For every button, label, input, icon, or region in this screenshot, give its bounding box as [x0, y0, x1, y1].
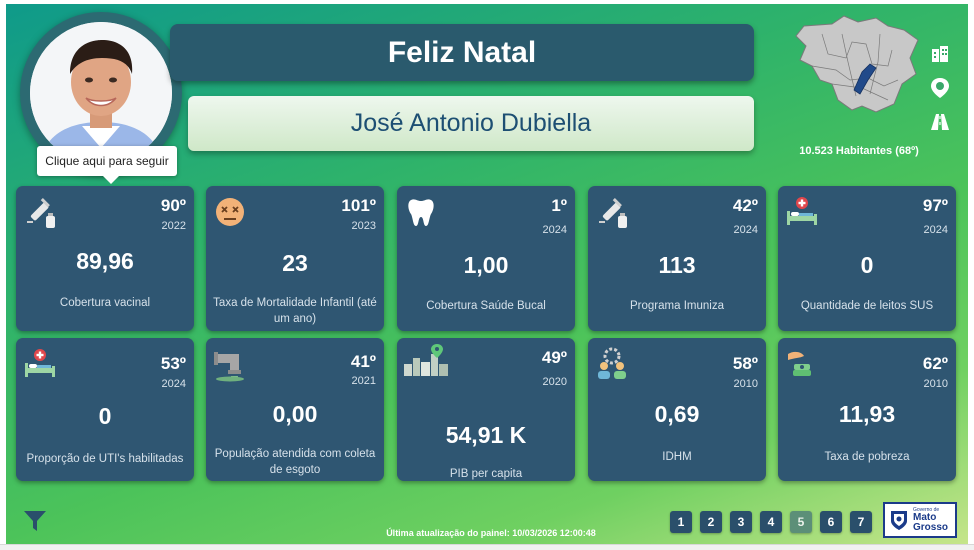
card-year: 2024 [923, 224, 948, 236]
card-cobertura-vacinal[interactable]: 90º 2022 89,96 Cobertura vacinal [16, 186, 194, 331]
card-year: 2022 [161, 220, 186, 232]
bottom-strip [0, 544, 974, 550]
card-programa-imuniza[interactable]: 42º 2024 113 Programa Imuniza [588, 186, 766, 331]
card-rank: 90º [160, 196, 186, 215]
card-label: IDHM [662, 451, 692, 463]
state-map[interactable] [792, 14, 922, 114]
population-text: 10.523 Habitantes (68º) [799, 145, 919, 157]
hospital-bed-icon [22, 346, 62, 382]
card-rank: 41º [350, 352, 376, 371]
vaccine-icon [594, 194, 634, 230]
card-value: 11,93 [838, 401, 896, 427]
government-logo[interactable]: Governo de Mato Grosso [883, 502, 957, 538]
card-value: 0,69 [654, 401, 700, 427]
card-year: 2010 [733, 378, 758, 390]
card-leitos-sus[interactable]: 97º 2024 0 Quantidade de leitos SUS [778, 186, 956, 331]
card-value: 23 [282, 250, 308, 276]
card-rank: 97º [922, 196, 948, 215]
card-label: População atendida com coleta de esgoto [214, 448, 376, 476]
map-side-icons [928, 42, 952, 144]
page-button-4[interactable]: 4 [760, 511, 782, 533]
card-label: Cobertura Saúde Bucal [426, 300, 546, 312]
government-logo-text: Governo de Mato Grosso [913, 506, 949, 533]
card-rank: 42º [732, 196, 758, 215]
card-uti-habilitadas[interactable]: 53º 2024 0 Proporção de UTI's habilitada… [16, 338, 194, 481]
hand-coin-icon [784, 346, 824, 382]
tooth-icon [403, 194, 443, 230]
mayor-name-banner: José Antonio Dubiella [188, 96, 754, 151]
card-label: Proporção de UTI's habilitadas [26, 453, 184, 465]
follow-tooltip[interactable]: Clique aqui para seguir [37, 146, 177, 184]
card-value: 0,00 [272, 401, 318, 427]
page-button-1[interactable]: 1 [670, 511, 692, 533]
logo-big-text-2: Grosso [913, 521, 949, 533]
card-label: Programa Imuniza [630, 300, 724, 312]
card-year: 2020 [542, 376, 567, 388]
card-year: 2024 [161, 378, 186, 390]
card-value: 0 [98, 403, 112, 429]
card-label: Taxa de Mortalidade Infantil (até um ano… [213, 297, 377, 325]
card-value: 89,96 [76, 248, 134, 274]
greeting-banner: Feliz Natal [170, 24, 754, 81]
logo-small-text: Governo de [913, 506, 940, 513]
card-year: 2024 [542, 224, 567, 236]
page-button-7[interactable]: 7 [850, 511, 872, 533]
map-pin-icon[interactable] [928, 76, 952, 100]
card-value: 0 [860, 252, 874, 278]
vaccine-icon [22, 194, 62, 230]
hospital-bed-icon [784, 194, 824, 230]
page-button-5[interactable]: 5 [790, 511, 812, 533]
card-value: 113 [658, 252, 696, 278]
card-taxa-pobreza[interactable]: 62º 2010 11,93 Taxa de pobreza [778, 338, 956, 481]
card-mortalidade-infantil[interactable]: 101º 2023 23 Taxa de Mortalidade Infanti… [206, 186, 384, 331]
card-label: Cobertura vacinal [59, 297, 151, 309]
logo-big-text-1: Mato [913, 511, 937, 523]
card-year: 2021 [351, 375, 376, 387]
card-label: PIB per capita [449, 468, 523, 480]
card-value: 54,91 K [445, 422, 527, 448]
dead-face-icon [212, 194, 252, 230]
city-pin-icon [401, 342, 451, 378]
last-update-text: Última atualização do painel: 10/03/2026… [386, 528, 596, 538]
card-saude-bucal[interactable]: 1º 2024 1,00 Cobertura Saúde Bucal [397, 186, 575, 331]
people-gear-icon [594, 346, 634, 382]
card-rank: 62º [922, 354, 948, 373]
mayor-photo[interactable] [30, 22, 172, 164]
page-button-6[interactable]: 6 [820, 511, 842, 533]
card-value: 1,00 [463, 252, 509, 278]
card-label: Taxa de pobreza [824, 451, 910, 463]
card-rank: 101º [341, 196, 376, 215]
road-icon[interactable] [928, 110, 952, 134]
card-idhm[interactable]: 58º 2010 0,69 IDHM [588, 338, 766, 481]
card-year: 2024 [733, 224, 758, 236]
sewage-pipe-icon [212, 346, 252, 382]
card-rank: 1º [551, 196, 567, 215]
page-button-3[interactable]: 3 [730, 511, 752, 533]
card-year: 2023 [351, 220, 376, 232]
card-pib-per-capita[interactable]: 49º 2020 54,91 K PIB per capita [397, 338, 575, 481]
card-rank: 53º [160, 354, 186, 373]
page-navigator: 1 2 3 4 5 6 7 [670, 511, 872, 533]
building-icon[interactable] [928, 42, 952, 66]
card-label: Quantidade de leitos SUS [800, 300, 934, 312]
filter-icon[interactable] [22, 508, 48, 534]
coat-of-arms-icon [891, 511, 907, 530]
dashboard-frame: Feliz Natal José Antonio Dubiella 10.523… [6, 4, 968, 544]
card-rank: 58º [732, 354, 758, 373]
card-rank: 49º [541, 348, 567, 367]
card-year: 2010 [923, 378, 948, 390]
page-button-2[interactable]: 2 [700, 511, 722, 533]
card-coleta-esgoto[interactable]: 41º 2021 0,00 População atendida com col… [206, 338, 384, 481]
